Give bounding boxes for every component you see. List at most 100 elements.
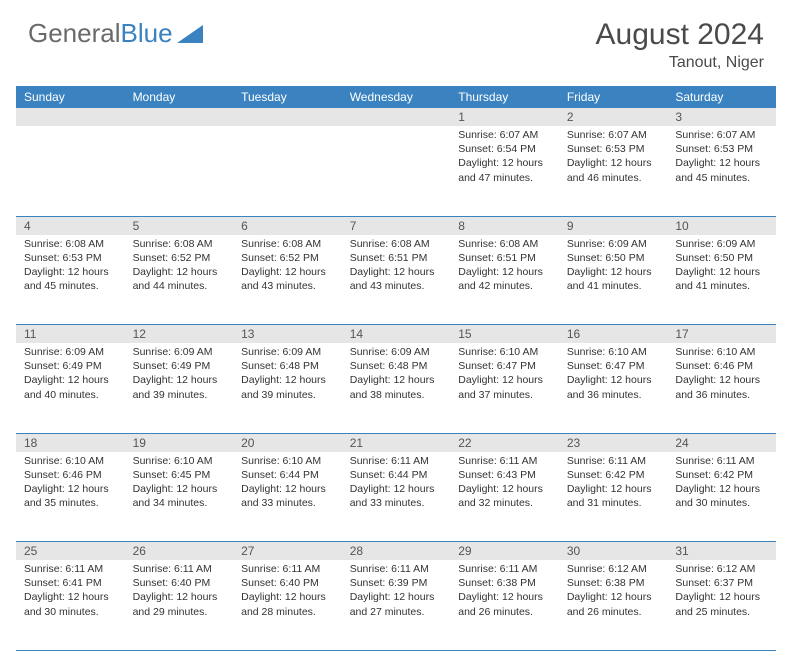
sunset-text: Sunset: 6:49 PM <box>24 359 117 373</box>
day-cell <box>233 126 342 216</box>
day-content: Sunrise: 6:09 AMSunset: 6:50 PMDaylight:… <box>667 235 776 298</box>
day-content: Sunrise: 6:12 AMSunset: 6:37 PMDaylight:… <box>667 560 776 623</box>
month-title: August 2024 <box>596 18 764 52</box>
weekday-header: Monday <box>125 86 234 108</box>
day-number-row: 11121314151617 <box>16 325 776 344</box>
sunrise-text: Sunrise: 6:10 AM <box>133 454 226 468</box>
day-content: Sunrise: 6:10 AMSunset: 6:45 PMDaylight:… <box>125 452 234 515</box>
weekday-header: Sunday <box>16 86 125 108</box>
day-content: Sunrise: 6:11 AMSunset: 6:40 PMDaylight:… <box>125 560 234 623</box>
day-number: 22 <box>450 433 559 452</box>
day-cell: Sunrise: 6:08 AMSunset: 6:51 PMDaylight:… <box>450 235 559 325</box>
daylight-text: Daylight: 12 hours and 38 minutes. <box>350 373 443 401</box>
day-number: 31 <box>667 542 776 561</box>
sunset-text: Sunset: 6:52 PM <box>133 251 226 265</box>
day-cell: Sunrise: 6:09 AMSunset: 6:49 PMDaylight:… <box>16 343 125 433</box>
daylight-text: Daylight: 12 hours and 26 minutes. <box>567 590 660 618</box>
daylight-text: Daylight: 12 hours and 31 minutes. <box>567 482 660 510</box>
day-content: Sunrise: 6:10 AMSunset: 6:47 PMDaylight:… <box>450 343 559 406</box>
daylight-text: Daylight: 12 hours and 41 minutes. <box>675 265 768 293</box>
day-number <box>342 108 451 126</box>
sunset-text: Sunset: 6:40 PM <box>241 576 334 590</box>
daylight-text: Daylight: 12 hours and 37 minutes. <box>458 373 551 401</box>
daylight-text: Daylight: 12 hours and 41 minutes. <box>567 265 660 293</box>
daylight-text: Daylight: 12 hours and 39 minutes. <box>133 373 226 401</box>
logo-text-1: General <box>28 18 121 49</box>
daylight-text: Daylight: 12 hours and 44 minutes. <box>133 265 226 293</box>
day-cell: Sunrise: 6:11 AMSunset: 6:41 PMDaylight:… <box>16 560 125 650</box>
day-number: 2 <box>559 108 668 126</box>
sunrise-text: Sunrise: 6:08 AM <box>458 237 551 251</box>
day-number: 9 <box>559 216 668 235</box>
sunset-text: Sunset: 6:53 PM <box>567 142 660 156</box>
sunset-text: Sunset: 6:50 PM <box>567 251 660 265</box>
day-content: Sunrise: 6:11 AMSunset: 6:42 PMDaylight:… <box>559 452 668 515</box>
logo: GeneralBlue <box>28 18 203 49</box>
day-cell: Sunrise: 6:07 AMSunset: 6:53 PMDaylight:… <box>667 126 776 216</box>
day-number: 15 <box>450 325 559 344</box>
sunset-text: Sunset: 6:52 PM <box>241 251 334 265</box>
sunrise-text: Sunrise: 6:08 AM <box>24 237 117 251</box>
weekday-header: Thursday <box>450 86 559 108</box>
sunrise-text: Sunrise: 6:10 AM <box>24 454 117 468</box>
day-number: 11 <box>16 325 125 344</box>
weekday-header: Wednesday <box>342 86 451 108</box>
sunset-text: Sunset: 6:51 PM <box>350 251 443 265</box>
daylight-text: Daylight: 12 hours and 36 minutes. <box>675 373 768 401</box>
day-cell: Sunrise: 6:07 AMSunset: 6:53 PMDaylight:… <box>559 126 668 216</box>
calendar-table: Sunday Monday Tuesday Wednesday Thursday… <box>16 86 776 651</box>
day-content: Sunrise: 6:10 AMSunset: 6:44 PMDaylight:… <box>233 452 342 515</box>
day-content: Sunrise: 6:07 AMSunset: 6:53 PMDaylight:… <box>667 126 776 189</box>
day-cell: Sunrise: 6:11 AMSunset: 6:42 PMDaylight:… <box>559 452 668 542</box>
day-content: Sunrise: 6:11 AMSunset: 6:44 PMDaylight:… <box>342 452 451 515</box>
day-cell: Sunrise: 6:08 AMSunset: 6:52 PMDaylight:… <box>233 235 342 325</box>
day-content: Sunrise: 6:11 AMSunset: 6:42 PMDaylight:… <box>667 452 776 515</box>
sunrise-text: Sunrise: 6:10 AM <box>241 454 334 468</box>
day-number: 25 <box>16 542 125 561</box>
weekday-header: Saturday <box>667 86 776 108</box>
day-cell: Sunrise: 6:10 AMSunset: 6:47 PMDaylight:… <box>450 343 559 433</box>
day-content: Sunrise: 6:08 AMSunset: 6:52 PMDaylight:… <box>233 235 342 298</box>
day-number: 17 <box>667 325 776 344</box>
daylight-text: Daylight: 12 hours and 32 minutes. <box>458 482 551 510</box>
sunrise-text: Sunrise: 6:12 AM <box>675 562 768 576</box>
week-row: Sunrise: 6:10 AMSunset: 6:46 PMDaylight:… <box>16 452 776 542</box>
day-number: 1 <box>450 108 559 126</box>
day-content: Sunrise: 6:11 AMSunset: 6:43 PMDaylight:… <box>450 452 559 515</box>
day-cell <box>16 126 125 216</box>
day-number: 16 <box>559 325 668 344</box>
day-number <box>233 108 342 126</box>
day-cell: Sunrise: 6:10 AMSunset: 6:46 PMDaylight:… <box>16 452 125 542</box>
sunrise-text: Sunrise: 6:11 AM <box>567 454 660 468</box>
day-cell: Sunrise: 6:10 AMSunset: 6:47 PMDaylight:… <box>559 343 668 433</box>
sunset-text: Sunset: 6:47 PM <box>567 359 660 373</box>
day-number: 27 <box>233 542 342 561</box>
day-cell: Sunrise: 6:11 AMSunset: 6:40 PMDaylight:… <box>233 560 342 650</box>
logo-text-2: Blue <box>121 18 173 49</box>
daylight-text: Daylight: 12 hours and 30 minutes. <box>24 590 117 618</box>
sunset-text: Sunset: 6:43 PM <box>458 468 551 482</box>
daylight-text: Daylight: 12 hours and 46 minutes. <box>567 156 660 184</box>
day-content: Sunrise: 6:09 AMSunset: 6:49 PMDaylight:… <box>16 343 125 406</box>
sunset-text: Sunset: 6:39 PM <box>350 576 443 590</box>
day-content: Sunrise: 6:10 AMSunset: 6:47 PMDaylight:… <box>559 343 668 406</box>
sunrise-text: Sunrise: 6:11 AM <box>458 454 551 468</box>
day-content: Sunrise: 6:11 AMSunset: 6:41 PMDaylight:… <box>16 560 125 623</box>
day-number: 19 <box>125 433 234 452</box>
sunset-text: Sunset: 6:49 PM <box>133 359 226 373</box>
sunset-text: Sunset: 6:37 PM <box>675 576 768 590</box>
sunset-text: Sunset: 6:47 PM <box>458 359 551 373</box>
day-content: Sunrise: 6:08 AMSunset: 6:52 PMDaylight:… <box>125 235 234 298</box>
sunrise-text: Sunrise: 6:09 AM <box>24 345 117 359</box>
day-cell: Sunrise: 6:11 AMSunset: 6:44 PMDaylight:… <box>342 452 451 542</box>
weekday-header: Tuesday <box>233 86 342 108</box>
day-number <box>16 108 125 126</box>
sunrise-text: Sunrise: 6:10 AM <box>675 345 768 359</box>
sunrise-text: Sunrise: 6:12 AM <box>567 562 660 576</box>
day-number: 7 <box>342 216 451 235</box>
sunset-text: Sunset: 6:42 PM <box>567 468 660 482</box>
sunrise-text: Sunrise: 6:08 AM <box>241 237 334 251</box>
sunset-text: Sunset: 6:41 PM <box>24 576 117 590</box>
day-number: 20 <box>233 433 342 452</box>
daylight-text: Daylight: 12 hours and 29 minutes. <box>133 590 226 618</box>
